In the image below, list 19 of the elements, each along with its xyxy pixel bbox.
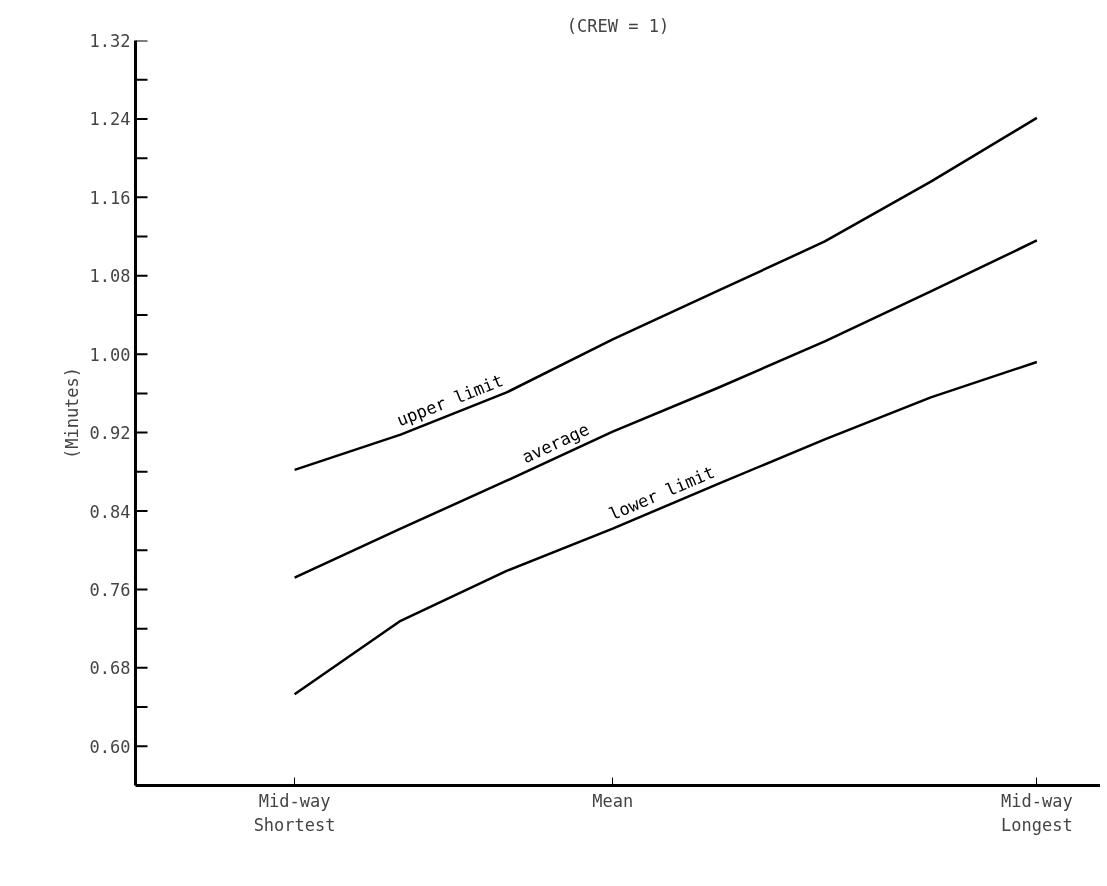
y-axis-title: (Minutes) xyxy=(61,366,82,460)
text: upper limit xyxy=(393,370,506,431)
chart-title: (CREW = 1) xyxy=(566,15,670,36)
y-tick-label: 0.92 xyxy=(89,423,131,444)
x-tick-label: Mid-way Shortest xyxy=(253,790,336,835)
line-series xyxy=(293,239,1039,579)
line-series xyxy=(293,360,1039,696)
text: lower limit xyxy=(606,461,718,525)
y-tick-label: 1.24 xyxy=(89,109,131,130)
y-tick-label: 1.08 xyxy=(89,266,131,287)
y-tick-label: 1.16 xyxy=(89,187,131,208)
y-tick-label: 0.84 xyxy=(89,501,131,522)
y-tick-label: 0.76 xyxy=(89,579,131,600)
x-tick-label: Mid-way Longest xyxy=(1001,790,1073,835)
y-tick-label: 0.68 xyxy=(89,658,131,679)
y-tick-label: 1.32 xyxy=(89,31,131,51)
y-tick-label: 1.00 xyxy=(89,344,131,365)
x-tick-label: Mean xyxy=(592,790,634,811)
y-tick-label: 0.60 xyxy=(89,736,131,757)
